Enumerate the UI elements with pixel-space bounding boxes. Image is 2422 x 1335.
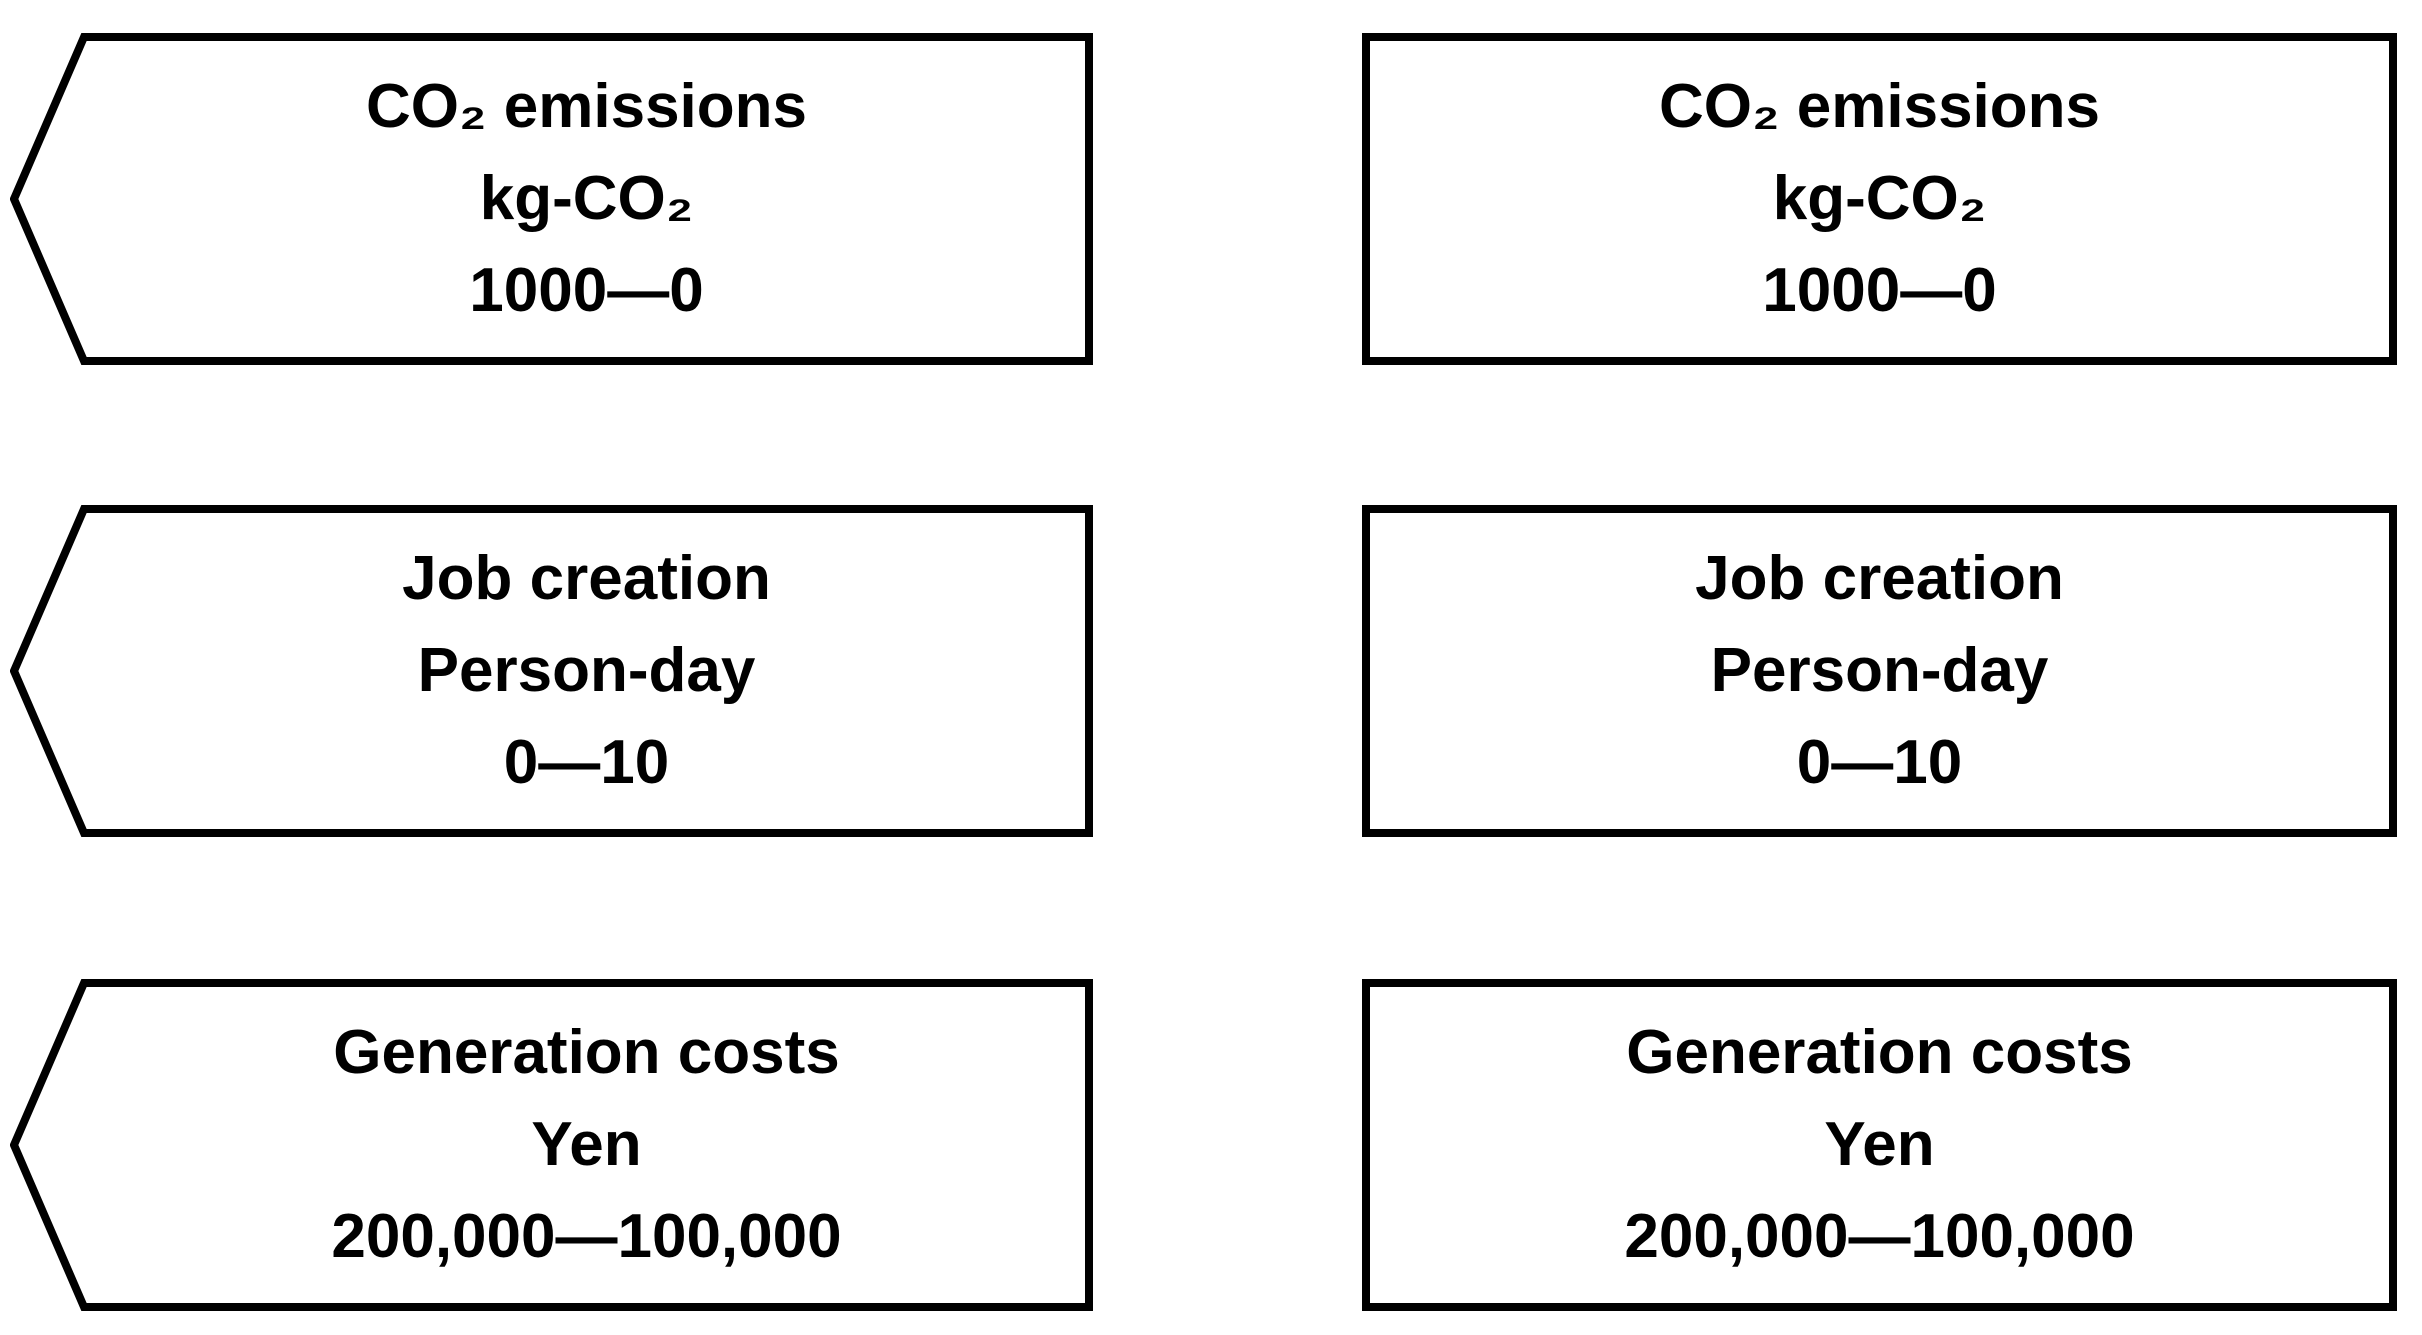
attribute-label-block: CO₂ emissions kg-CO₂ 1000—0 — [84, 33, 1089, 365]
generation-costs-arrow-card: Generation costs Yen 200,000—100,000 — [10, 979, 1093, 1311]
attribute-label-block: CO₂ emissions kg-CO₂ 1000—0 — [1370, 41, 2389, 357]
job-creation-rect-card: Job creation Person-day 0—10 — [1362, 505, 2397, 837]
unit-label: kg-CO₂ — [479, 164, 694, 233]
range-label: 0—10 — [503, 728, 670, 797]
range-label: 1000—0 — [469, 256, 704, 325]
attribute-name-label: Job creation — [1695, 544, 2064, 613]
range-label: 1000—0 — [1762, 256, 1997, 325]
range-label: 200,000—100,000 — [1624, 1202, 2135, 1271]
range-label: 0—10 — [1796, 728, 1963, 797]
co2-emissions-rect-card: CO₂ emissions kg-CO₂ 1000—0 — [1362, 33, 2397, 365]
attribute-name-label: CO₂ emissions — [365, 72, 808, 141]
attribute-name-label: Job creation — [402, 544, 771, 613]
attribute-name-label: Generation costs — [1626, 1018, 2133, 1087]
left-arrow-shape — [10, 979, 1093, 1311]
unit-label: Yen — [1824, 1110, 1935, 1179]
job-creation-arrow-card: Job creation Person-day 0—10 — [10, 505, 1093, 837]
co2-emissions-arrow-card: CO₂ emissions kg-CO₂ 1000—0 — [10, 33, 1093, 365]
attribute-label-block: Generation costs Yen 200,000—100,000 — [1370, 987, 2389, 1303]
range-label: 200,000—100,000 — [331, 1202, 842, 1271]
left-arrow-shape — [10, 505, 1093, 837]
attribute-label-block: Job creation Person-day 0—10 — [1370, 513, 2389, 829]
unit-label: Person-day — [417, 636, 756, 705]
attribute-name-label: Generation costs — [333, 1018, 840, 1087]
left-arrow-shape — [10, 33, 1093, 365]
attribute-name-label: CO₂ emissions — [1658, 72, 2101, 141]
unit-label: Person-day — [1710, 636, 2049, 705]
unit-label: Yen — [531, 1110, 642, 1179]
attribute-label-block: Generation costs Yen 200,000—100,000 — [84, 979, 1089, 1311]
attribute-label-block: Job creation Person-day 0—10 — [84, 505, 1089, 837]
generation-costs-rect-card: Generation costs Yen 200,000—100,000 — [1362, 979, 2397, 1311]
unit-label: kg-CO₂ — [1772, 164, 1987, 233]
